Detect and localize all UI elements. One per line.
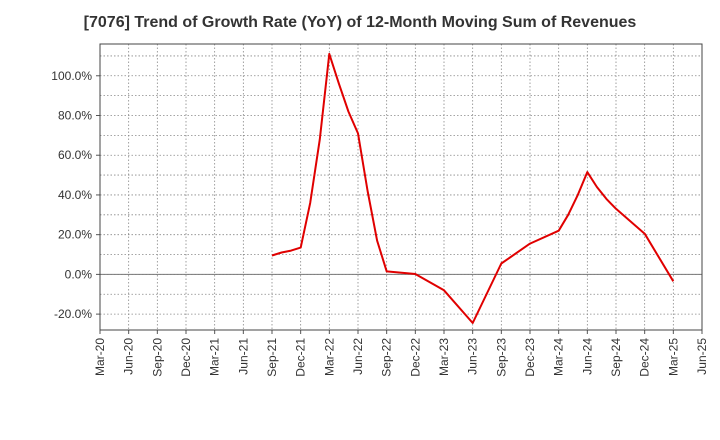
x-tick-label: Mar-20 bbox=[93, 338, 107, 376]
y-tick-label: 60.0% bbox=[58, 148, 92, 162]
y-tick-label: 100.0% bbox=[51, 69, 92, 83]
x-tick-label: Dec-21 bbox=[294, 338, 308, 377]
plot-area bbox=[100, 44, 702, 330]
x-tick-label: Mar-23 bbox=[437, 338, 451, 376]
x-tick-label: Sep-21 bbox=[265, 338, 279, 377]
y-tick-label: 40.0% bbox=[58, 188, 92, 202]
x-tick-label: Jun-20 bbox=[122, 338, 136, 375]
x-tick-label: Dec-20 bbox=[179, 338, 193, 377]
y-tick-label: 20.0% bbox=[58, 228, 92, 242]
x-tick-label: Dec-24 bbox=[638, 338, 652, 377]
series-line bbox=[271, 52, 675, 324]
chart-title: [7076] Trend of Growth Rate (YoY) of 12-… bbox=[83, 14, 637, 31]
x-tick-label: Sep-20 bbox=[150, 338, 164, 377]
x-tick-label: Mar-25 bbox=[666, 338, 680, 376]
x-tick-label: Jun-25 bbox=[695, 338, 709, 375]
y-tick-label: -20.0% bbox=[54, 307, 92, 321]
x-tick-label: Dec-22 bbox=[408, 338, 422, 377]
x-tick-label: Mar-22 bbox=[322, 338, 336, 376]
x-tick-label: Jun-24 bbox=[580, 338, 594, 375]
x-tick-label: Sep-24 bbox=[609, 338, 623, 377]
y-tick-label: 0.0% bbox=[65, 267, 93, 281]
x-tick-label: Sep-22 bbox=[380, 338, 394, 377]
x-tick-label: Mar-24 bbox=[552, 338, 566, 376]
x-tick-label: Jun-21 bbox=[236, 338, 250, 375]
plot-frame bbox=[99, 43, 703, 331]
x-tick-label: Mar-21 bbox=[208, 338, 222, 376]
y-tick-label: 80.0% bbox=[58, 109, 92, 123]
x-tick-label: Dec-23 bbox=[523, 338, 537, 377]
x-tick-label: Jun-22 bbox=[351, 338, 365, 375]
x-tick-label: Sep-23 bbox=[494, 338, 508, 377]
x-tick-label: Jun-23 bbox=[466, 338, 480, 375]
